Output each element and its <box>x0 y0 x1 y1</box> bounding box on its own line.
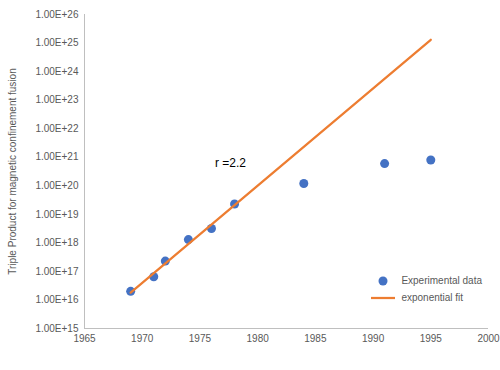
svg-text:1985: 1985 <box>304 333 327 344</box>
svg-text:r =2.2: r =2.2 <box>215 156 246 170</box>
html-text:exponential fit: exponential fit <box>401 292 464 303</box>
svg-text:1980: 1980 <box>247 333 270 344</box>
svg-text:1.00E+15: 1.00E+15 <box>35 322 79 334</box>
svg-text:1995: 1995 <box>420 333 443 344</box>
svg-text:Triple Product for magnetic co: Triple Product for magnetic confinement … <box>7 68 18 274</box>
html-text:Experimental data: Experimental data <box>401 275 482 286</box>
svg-text:1965: 1965 <box>73 333 96 344</box>
svg-text:1975: 1975 <box>189 333 212 344</box>
svg-text:1.00E+19: 1.00E+19 <box>35 209 79 220</box>
svg-text:1.00E+22: 1.00E+22 <box>35 123 79 134</box>
svg-text:1.00E+16: 1.00E+16 <box>35 294 79 305</box>
svg-text:1.00E+21: 1.00E+21 <box>35 151 79 162</box>
svg-text:1.00E+17: 1.00E+17 <box>35 266 79 277</box>
svg-text:1970: 1970 <box>131 333 154 344</box>
svg-text:1.00E+20: 1.00E+20 <box>35 180 79 191</box>
svg-text:1.00E+26: 1.00E+26 <box>35 9 79 20</box>
svg-text:1990: 1990 <box>362 333 385 344</box>
svg-text:1.00E+24: 1.00E+24 <box>35 66 79 77</box>
svg-text:1.00E+25: 1.00E+25 <box>35 37 79 48</box>
svg-text:1.00E+23: 1.00E+23 <box>35 94 79 105</box>
svg-text:2000: 2000 <box>477 333 500 344</box>
svg-text:1.00E+18: 1.00E+18 <box>35 237 79 248</box>
